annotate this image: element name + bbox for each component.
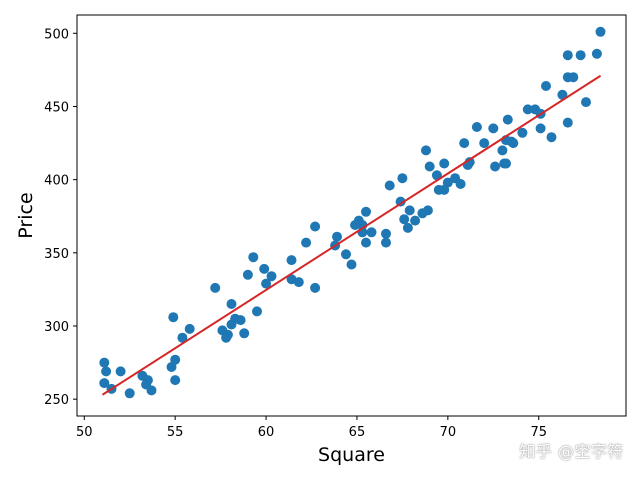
data-point: [501, 158, 511, 169]
x-tick-label: 55: [167, 425, 184, 440]
data-point: [581, 97, 591, 108]
watermark-text: 知乎 @空字符: [519, 442, 624, 461]
data-point: [502, 114, 513, 125]
data-point: [410, 215, 421, 226]
data-point: [301, 237, 312, 248]
y-tick-label: 400: [44, 174, 69, 189]
data-point: [361, 206, 371, 217]
data-point: [242, 269, 253, 280]
data-point: [424, 161, 435, 172]
data-point: [535, 123, 546, 134]
data-point: [488, 123, 499, 134]
data-point: [248, 252, 259, 263]
data-point: [455, 179, 466, 189]
x-axis-ticks: 50 55 60 65 70 75: [76, 416, 547, 440]
data-point: [595, 26, 606, 37]
data-point: [464, 157, 475, 168]
data-point: [259, 263, 270, 274]
data-point: [239, 328, 250, 339]
data-point: [115, 366, 126, 377]
data-points: [99, 26, 606, 399]
data-point: [471, 122, 482, 132]
data-point: [402, 222, 413, 233]
data-point: [459, 138, 470, 149]
y-tick-label: 300: [44, 320, 69, 335]
data-point: [124, 388, 135, 399]
data-point: [404, 205, 415, 216]
data-point: [332, 231, 342, 242]
data-point: [508, 138, 519, 149]
data-point: [261, 278, 272, 289]
data-point: [422, 205, 433, 216]
y-tick-label: 500: [44, 27, 69, 42]
data-point: [170, 354, 181, 365]
data-point: [346, 259, 357, 270]
y-tick-label: 350: [44, 247, 69, 262]
data-point: [522, 104, 533, 115]
data-point: [99, 378, 110, 389]
data-point: [399, 214, 410, 225]
data-point: [546, 132, 557, 143]
data-point: [562, 117, 573, 128]
data-point: [381, 228, 391, 239]
data-point: [184, 323, 195, 334]
data-point: [168, 312, 179, 323]
y-tick-label: 250: [44, 393, 69, 408]
data-point: [442, 177, 453, 188]
data-point: [497, 145, 508, 156]
data-point: [177, 332, 188, 343]
data-point: [210, 282, 221, 293]
y-axis-title: Price: [15, 192, 37, 238]
regression-line: [101, 74, 602, 396]
data-point: [310, 221, 321, 232]
data-point: [562, 50, 573, 61]
data-point: [517, 127, 528, 138]
data-point: [170, 375, 181, 386]
data-point: [439, 158, 450, 169]
plot-area-frame: [76, 14, 627, 417]
data-point: [235, 315, 246, 326]
data-point: [568, 72, 579, 83]
data-point: [341, 249, 351, 260]
data-point: [310, 282, 321, 293]
data-point: [286, 255, 297, 266]
data-point: [101, 366, 112, 377]
regression-line-layer: [101, 74, 602, 396]
data-point: [146, 385, 157, 396]
data-point: [226, 299, 237, 309]
data-point: [381, 237, 391, 248]
data-point: [421, 145, 431, 156]
data-point: [395, 196, 406, 207]
data-point: [99, 357, 110, 368]
x-axis-title: Square: [318, 444, 385, 466]
data-point: [541, 81, 551, 91]
y-tick-label: 450: [44, 100, 69, 115]
data-point: [293, 277, 304, 288]
x-tick-label: 65: [349, 425, 366, 440]
data-point: [361, 237, 371, 248]
data-point: [252, 306, 262, 317]
data-point: [479, 138, 490, 149]
data-point: [575, 50, 586, 61]
data-point: [266, 271, 277, 282]
data-point: [384, 180, 395, 191]
x-tick-label: 60: [258, 425, 275, 440]
data-point: [222, 329, 233, 340]
x-tick-label: 70: [440, 425, 457, 440]
data-point: [591, 48, 602, 59]
data-point: [366, 227, 377, 238]
x-tick-label: 50: [76, 425, 93, 440]
x-tick-label: 75: [530, 425, 547, 440]
y-axis-ticks: 250 300 350 400 450 500: [44, 27, 77, 408]
data-point: [557, 89, 568, 100]
data-point: [490, 161, 501, 172]
data-point: [397, 173, 408, 184]
